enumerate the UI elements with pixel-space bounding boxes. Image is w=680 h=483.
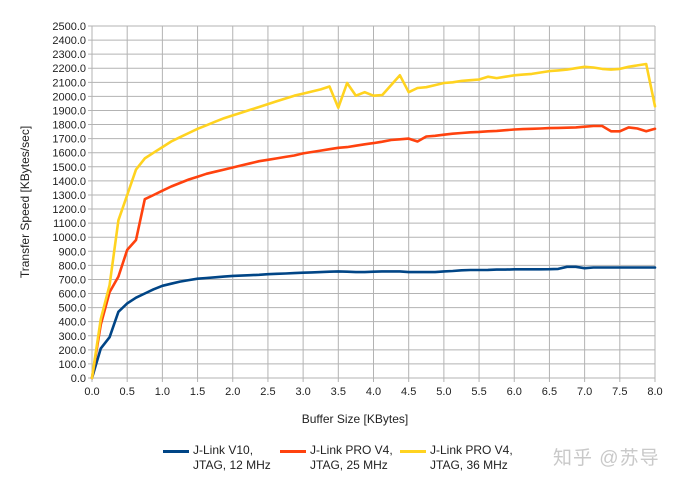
- y-tick-label: 800.0: [58, 260, 86, 272]
- y-tick-label: 1600.0: [52, 148, 86, 160]
- y-tick-label: 1000.0: [52, 232, 86, 244]
- legend-swatch-yellow: [400, 450, 426, 453]
- x-axis-label: Buffer Size [KBytes]: [302, 412, 409, 426]
- y-tick-label: 700.0: [58, 274, 86, 286]
- legend-item-jlink-pro-36mhz: J-Link PRO V4, JTAG, 36 MHz: [400, 443, 513, 473]
- y-tick-label: 2000.0: [52, 91, 86, 103]
- x-tick-label: 2.5: [260, 386, 275, 398]
- line-chart: 0.0 100.0 200.0 300.0 400.0 500.0 600.0 700.0 80…: [18, 21, 663, 426]
- x-tick-label: 6.5: [542, 386, 557, 398]
- y-axis-label: Transfer Speed [KBytes/sec]: [18, 126, 32, 278]
- y-tick-label: 200.0: [58, 345, 86, 357]
- x-tick-label: 1.0: [155, 386, 170, 398]
- y-tick-label: 900.0: [58, 246, 86, 258]
- chart-legend: J-Link V10, JTAG, 12 MHz J-Link PRO V4, …: [0, 443, 680, 483]
- y-tick-label: 600.0: [58, 289, 86, 301]
- x-tick-label: 0.0: [84, 386, 99, 398]
- legend-swatch-orange: [280, 450, 306, 453]
- x-tick-label: 6.0: [507, 386, 522, 398]
- legend-label: J-Link PRO V4, JTAG, 25 MHz: [310, 443, 393, 472]
- x-tick-label: 4.0: [366, 386, 381, 398]
- series-line-0: [90, 265, 657, 380]
- y-tick-label: 2300.0: [52, 49, 86, 61]
- y-tick-label: 1500.0: [52, 162, 86, 174]
- x-tick-label: 0.5: [120, 386, 135, 398]
- y-tick-label: 1400.0: [52, 176, 86, 188]
- y-tick-label: 1900.0: [52, 105, 86, 117]
- x-tick-label: 7.0: [577, 386, 592, 398]
- y-tick-label: 100.0: [58, 359, 86, 371]
- chart-grid: [88, 25, 656, 382]
- y-tick-label: 1700.0: [52, 134, 86, 146]
- x-tick-label: 3.5: [331, 386, 346, 398]
- y-tick-label: 500.0: [58, 303, 86, 315]
- series-line-2: [90, 62, 657, 380]
- y-tick-label: 1800.0: [52, 120, 86, 132]
- y-tick-label: 1200.0: [52, 204, 86, 216]
- x-axis-ticks: 0.0 0.5 1.0 1.5 2.0 2.5 3.0 3.5 4.0 4.5 5.0 5.5 6.0 6…: [84, 386, 662, 398]
- series-line-1: [90, 124, 657, 380]
- x-tick-label: 5.0: [436, 386, 451, 398]
- legend-label: J-Link PRO V4, JTAG, 36 MHz: [430, 443, 513, 472]
- y-tick-label: 2500.0: [52, 21, 86, 33]
- x-tick-label: 1.5: [190, 386, 205, 398]
- legend-item-jlink-v10: J-Link V10, JTAG, 12 MHz: [163, 443, 271, 473]
- x-tick-label: 4.5: [401, 386, 416, 398]
- legend-swatch-blue: [163, 450, 189, 453]
- x-tick-label: 7.5: [612, 386, 627, 398]
- x-tick-label: 2.0: [225, 386, 240, 398]
- y-axis-ticks: 0.0 100.0 200.0 300.0 400.0 500.0 600.0 700.0 80…: [52, 21, 86, 385]
- chart-series: [90, 62, 657, 380]
- y-tick-label: 2400.0: [52, 35, 86, 47]
- y-tick-label: 1100.0: [53, 218, 86, 230]
- y-tick-label: 300.0: [58, 331, 86, 343]
- y-tick-label: 2100.0: [52, 77, 86, 89]
- y-tick-label: 2200.0: [52, 63, 86, 75]
- legend-label: J-Link V10, JTAG, 12 MHz: [193, 443, 271, 472]
- y-tick-label: 0.0: [71, 373, 86, 385]
- x-tick-label: 3.0: [295, 386, 310, 398]
- x-tick-label: 5.5: [471, 386, 486, 398]
- legend-item-jlink-pro-25mhz: J-Link PRO V4, JTAG, 25 MHz: [280, 443, 393, 473]
- x-tick-label: 8.0: [647, 386, 662, 398]
- watermark-text: 知乎 @苏导: [553, 448, 660, 469]
- y-tick-label: 1300.0: [52, 190, 86, 202]
- y-tick-label: 400.0: [58, 317, 86, 329]
